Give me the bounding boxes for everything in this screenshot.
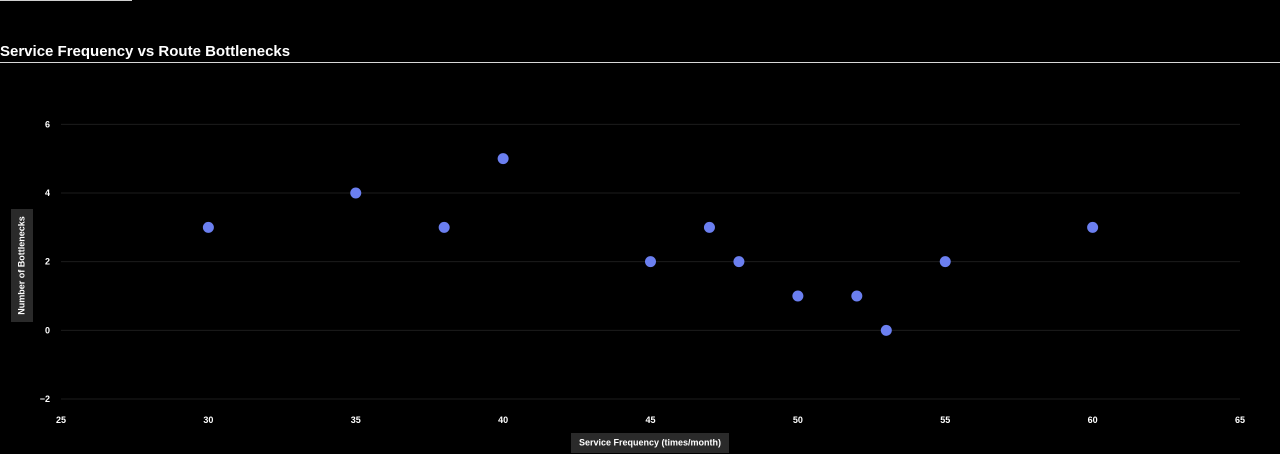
data-point[interactable] [350, 187, 362, 199]
x-tick-label: 60 [1088, 415, 1098, 425]
data-point[interactable] [1087, 221, 1099, 233]
y-tick-label: 6 [45, 119, 50, 129]
y-axis-title-box [11, 209, 33, 322]
grid-lines [61, 123, 1240, 400]
x-tick-label: 50 [793, 415, 803, 425]
x-tick-labels: 25 30 35 40 45 50 55 60 65 [56, 415, 1245, 425]
data-point[interactable] [645, 256, 656, 268]
data-points [202, 153, 1099, 336]
x-axis-label: Service Frequency (times/month) [579, 437, 721, 447]
x-tick-label: 40 [498, 415, 508, 425]
y-tick-label: 2 [45, 257, 50, 267]
title-divider [0, 62, 1280, 63]
x-tick-label: 55 [940, 415, 950, 425]
y-tick-label: −2 [40, 394, 50, 404]
data-point[interactable] [939, 256, 951, 268]
x-tick-label: 45 [645, 415, 655, 425]
data-point[interactable] [851, 290, 863, 302]
x-axis-title: Service Frequency (times/month) [571, 433, 729, 453]
y-axis-label: Number of Bottlenecks [16, 216, 26, 315]
data-point[interactable] [202, 221, 214, 233]
data-point[interactable] [703, 221, 715, 233]
y-axis-title: Number of Bottlenecks [11, 209, 33, 322]
x-tick-label: 30 [203, 415, 213, 425]
data-point[interactable] [792, 290, 804, 302]
data-point[interactable] [497, 153, 509, 165]
chart-title: Service Frequency vs Route Bottlenecks [0, 43, 291, 60]
y-tick-labels: −2 0 2 4 6 [40, 119, 50, 404]
x-tick-label: 25 [56, 415, 66, 425]
x-axis-title-box [571, 433, 729, 453]
y-tick-label: 0 [45, 325, 50, 335]
data-point[interactable] [733, 256, 745, 268]
data-point[interactable] [880, 324, 892, 336]
top-divider [0, 0, 132, 1]
data-point[interactable] [438, 221, 450, 233]
x-tick-label: 65 [1235, 415, 1245, 425]
x-tick-label: 35 [351, 415, 361, 425]
y-tick-label: 4 [45, 188, 50, 198]
